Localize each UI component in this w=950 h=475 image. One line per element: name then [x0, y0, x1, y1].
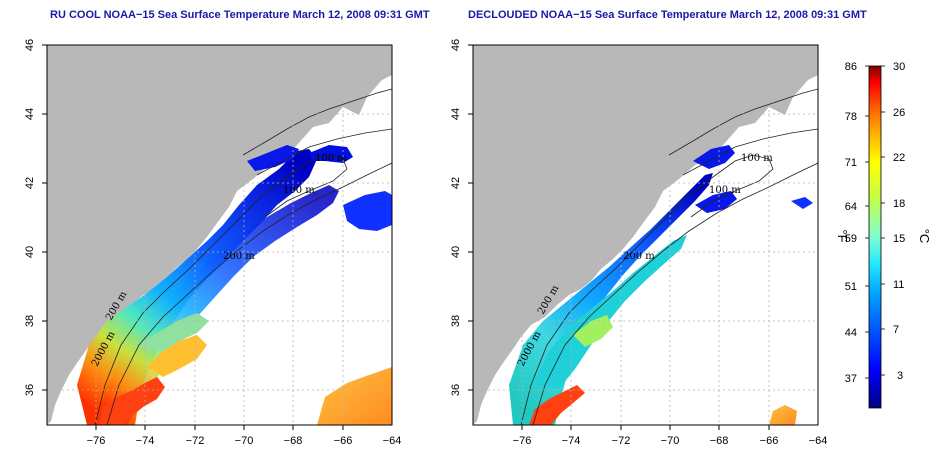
left-x-tick-label: −70: [235, 435, 254, 447]
right-x-tick-label: −70: [661, 435, 680, 447]
left-warm-patch-se: [317, 367, 392, 425]
right-y-tick-label: 44: [450, 108, 462, 120]
left-contour-label-100m-a: 100 m: [315, 153, 347, 164]
colorbar-f-label: 86: [845, 61, 857, 73]
colorbar-c-label: 7: [893, 324, 899, 336]
colorbar-f-ticks: [865, 65, 869, 379]
colorbar-c-label: 3: [897, 370, 903, 382]
left-warm-patch-2: [147, 335, 207, 377]
right-map-frame: [472, 44, 819, 426]
left-y-tick-label: 38: [24, 315, 36, 327]
colorbar-c-label: 15: [893, 233, 905, 245]
left-map-grid: [47, 45, 392, 425]
right-contour-label-100m-b: 100 m: [709, 185, 741, 196]
left-map-title: RU COOL NOAA−15 Sea Surface Temperature …: [50, 9, 430, 21]
left-y-tick-label: 46: [24, 39, 36, 51]
colorbar-fahrenheit-unit: °F: [835, 229, 850, 242]
right-map-ticks: [468, 44, 770, 430]
right-x-tick-label: −66: [760, 435, 779, 447]
right-map-panel: 100 m 100 m 200 m 200 m 2000 m: [450, 39, 827, 447]
right-sst-swath-outer: [533, 235, 687, 389]
left-x-tick-label: −72: [186, 435, 205, 447]
right-y-tick-label: 40: [450, 246, 462, 258]
left-map-panel: 100 m 100 m 200 m 200 m 2000 m: [24, 39, 401, 447]
colorbar-c-ticks: [881, 65, 885, 376]
left-contour-label-100m-b: 100 m: [283, 185, 315, 196]
right-offshore-blue-1: [693, 145, 735, 169]
left-gulfstream-patch: [99, 377, 165, 425]
left-x-tick-label: −74: [136, 435, 155, 447]
colorbar-c-label: 11: [893, 279, 904, 291]
left-y-tick-label: 42: [24, 177, 36, 189]
colorbar-gradient: [868, 65, 882, 409]
left-y-tick-label: 40: [24, 246, 36, 258]
colorbar-f-label: 71: [845, 157, 857, 169]
left-x-tick-label: −68: [284, 435, 303, 447]
left-y-tick-label: 44: [24, 108, 36, 120]
right-x-tick-label: −76: [513, 435, 532, 447]
colorbar-celsius-unit: °C: [917, 229, 932, 244]
right-map-grid: [473, 45, 818, 425]
left-x-tick-label: −66: [334, 435, 353, 447]
colorbar-f-label: 51: [845, 281, 857, 293]
left-x-tick-label: −64: [383, 435, 402, 447]
colorbar: 86 78 71 64 59 51 44 37 30 26 22 18 15 1…: [835, 61, 932, 409]
colorbar-f-label: 59: [845, 233, 857, 245]
right-x-tick-label: −64: [809, 435, 828, 447]
right-offshore-blue-3: [791, 197, 813, 209]
left-x-tick-label: −76: [87, 435, 106, 447]
right-x-tick-label: −68: [710, 435, 729, 447]
left-offshore-blue-1: [343, 191, 392, 231]
left-map-frame: [46, 44, 393, 426]
right-y-tick-label: 42: [450, 177, 462, 189]
colorbar-c-label: 22: [893, 152, 905, 164]
left-warm-patch-3: [137, 313, 209, 351]
right-x-tick-label: −72: [612, 435, 631, 447]
left-y-tick-label: 36: [24, 384, 36, 396]
colorbar-f-label: 44: [845, 327, 857, 339]
right-contour-label-200m-a: 200 m: [623, 251, 655, 262]
left-contour-label-200m-a: 200 m: [223, 251, 255, 262]
right-warm-patch-se: [769, 405, 797, 425]
colorbar-c-label: 26: [893, 107, 905, 119]
colorbar-c-label: 30: [893, 61, 905, 73]
colorbar-f-label: 64: [845, 201, 857, 213]
right-contour-label-100m-a: 100 m: [741, 153, 773, 164]
colorbar-f-label: 78: [845, 111, 857, 123]
right-y-tick-label: 46: [450, 39, 462, 51]
colorbar-c-label: 18: [893, 198, 905, 210]
right-y-tick-label: 36: [450, 384, 462, 396]
right-x-tick-label: −74: [562, 435, 581, 447]
right-y-tick-label: 38: [450, 315, 462, 327]
right-map-title: DECLOUDED NOAA−15 Sea Surface Temperatur…: [468, 9, 867, 21]
left-map-ticks: [42, 44, 344, 430]
colorbar-f-label: 37: [845, 373, 857, 385]
left-offshore-blue-3: [247, 145, 299, 171]
right-green-patch: [573, 315, 613, 347]
